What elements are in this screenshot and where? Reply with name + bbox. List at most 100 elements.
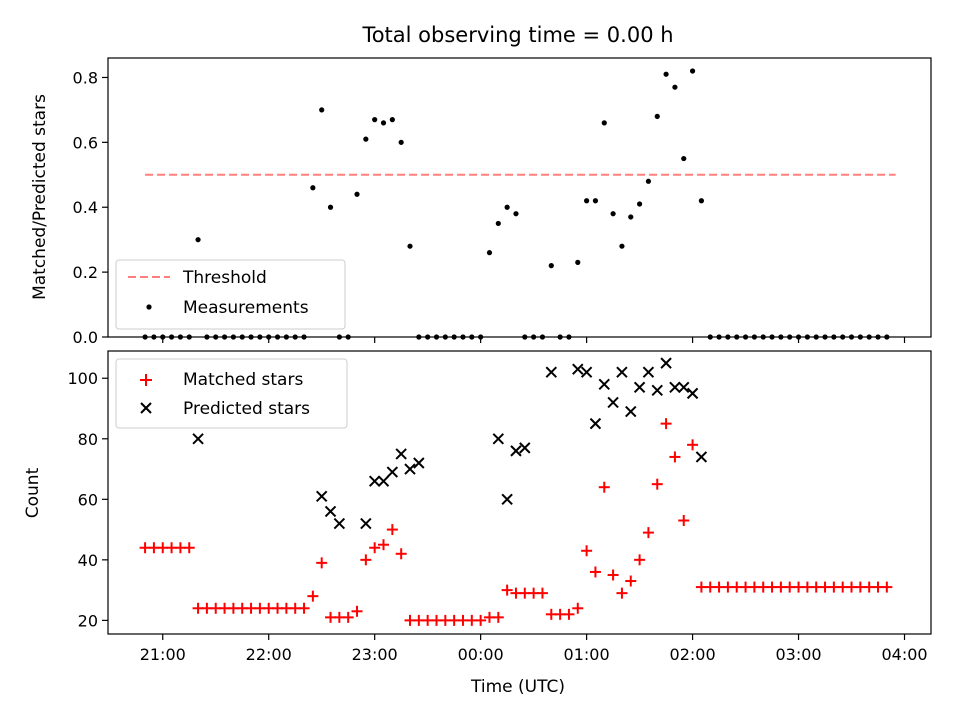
measurement-point xyxy=(592,198,599,204)
matched-star-point xyxy=(589,566,601,578)
predicted-star-point xyxy=(377,475,390,487)
matched-star-point xyxy=(678,514,690,526)
matched-star-point xyxy=(316,557,328,569)
matched-star-point xyxy=(351,605,363,617)
matched-star-point xyxy=(651,478,663,490)
ratio-panel: 0.00.20.40.60.8 Matched/Predicted stars … xyxy=(30,57,932,347)
predicted-star-point xyxy=(404,463,416,475)
matched-star-point xyxy=(598,481,610,493)
count-panel: 20 40 60 80 100 21:00 22:00 23:00 00:00 01:00 02:… xyxy=(23,350,932,697)
count-y-tick-label: 60 xyxy=(78,490,98,509)
count-legend-box xyxy=(115,358,348,429)
predicted-star-point xyxy=(492,433,505,445)
predicted-star-point xyxy=(510,445,522,457)
measurement-point xyxy=(495,220,501,227)
predicted-star-point xyxy=(642,366,655,378)
count-x-tick-label: 04:00 xyxy=(881,645,927,664)
measurement-point xyxy=(619,243,625,249)
ratio-y-tick-label: 0.6 xyxy=(73,133,98,152)
measurement-point xyxy=(584,198,590,204)
measurement-point xyxy=(575,259,581,265)
predicted-star-point xyxy=(651,384,663,397)
matched-legend-swatch xyxy=(140,374,152,386)
matched-star-point xyxy=(687,439,699,451)
measurement-point xyxy=(372,117,378,123)
ratio-y-tick-label: 0.8 xyxy=(73,68,98,87)
predicted-star-point xyxy=(386,466,399,478)
matched-star-point xyxy=(360,554,372,566)
measurement-point xyxy=(407,243,413,249)
predicted-stars-series xyxy=(192,357,708,530)
measurement-point xyxy=(645,178,652,184)
measurement-point xyxy=(195,237,201,243)
count-plot-frame xyxy=(107,350,932,635)
matched-star-point xyxy=(492,611,504,623)
measurement-point xyxy=(663,71,669,77)
count-legend: Matched stars Predicted stars xyxy=(115,358,348,429)
count-x-tick-label: 03:00 xyxy=(775,645,821,664)
predicted-star-point xyxy=(368,475,381,487)
predicted-star-point xyxy=(616,366,628,378)
predicted-star-point xyxy=(519,442,531,454)
measurement-point xyxy=(486,250,493,256)
matched-star-point xyxy=(395,548,407,560)
matched-star-point xyxy=(475,614,487,626)
predicted-star-point xyxy=(669,381,681,394)
predicted-star-point xyxy=(324,505,337,518)
predicted-star-point xyxy=(545,366,557,378)
predicted-star-point xyxy=(192,433,204,445)
measurement-point xyxy=(628,214,634,220)
measurements-legend-swatch xyxy=(146,304,152,310)
measurement-point xyxy=(636,201,643,207)
matched-star-point xyxy=(634,554,646,566)
count-y-tick-label: 40 xyxy=(78,551,98,570)
predicted-star-point xyxy=(395,448,407,460)
measurement-point xyxy=(513,211,519,217)
predicted-star-point xyxy=(598,378,610,391)
measurement-point xyxy=(504,204,510,210)
threshold-legend-label: Threshold xyxy=(182,268,267,288)
count-x-tick-label: 23:00 xyxy=(352,645,398,664)
matched-star-point xyxy=(581,545,593,557)
matched-star-point xyxy=(386,524,398,536)
measurement-point xyxy=(610,211,616,217)
matched-legend-label: Matched stars xyxy=(183,370,303,390)
ratio-y-tick-label: 0.4 xyxy=(73,198,98,217)
predicted-star-point xyxy=(413,457,425,469)
matched-star-point xyxy=(881,581,893,593)
matched-star-point xyxy=(669,451,681,463)
count-x-tick-label: 22:00 xyxy=(246,645,292,664)
matched-star-point xyxy=(298,602,310,614)
matched-star-point xyxy=(642,527,654,539)
predicted-legend-swatch xyxy=(140,402,152,414)
matched-star-point xyxy=(572,602,584,614)
count-y-label: Count xyxy=(23,467,43,518)
ratio-y-tick-label: 0.2 xyxy=(73,263,98,282)
measurement-point xyxy=(389,117,395,123)
predicted-star-point xyxy=(315,490,328,502)
ratio-legend: Threshold Measurements xyxy=(115,259,346,330)
measurements-legend-label: Measurements xyxy=(183,298,309,318)
measurement-point xyxy=(327,204,334,210)
ratio-y-ticks: 0.0 0.2 0.4 0.6 0.8 xyxy=(73,68,108,347)
count-y-tick-label: 80 xyxy=(78,430,98,449)
measurement-point xyxy=(681,155,687,162)
ratio-y-label: Matched/Predicted stars xyxy=(30,94,50,300)
count-x-tick-label: 01:00 xyxy=(564,645,610,664)
ratio-legend-box xyxy=(115,259,346,330)
matched-star-point xyxy=(616,587,628,599)
measurement-point xyxy=(319,107,325,113)
matched-star-point xyxy=(342,611,354,623)
count-y-ticks: 20 40 60 80 100 xyxy=(67,369,108,630)
count-x-label: Time (UTC) xyxy=(470,677,565,697)
matched-star-point xyxy=(607,569,619,581)
predicted-star-point xyxy=(360,517,372,530)
matched-star-point xyxy=(183,542,195,554)
predicted-star-point xyxy=(678,381,690,394)
matched-stars-series xyxy=(139,418,893,626)
predicted-star-point xyxy=(633,381,646,394)
measurement-point xyxy=(548,263,554,269)
count-x-ticks: 21:00 22:00 23:00 00:00 01:00 02:00 03:00 04:00 xyxy=(140,634,928,664)
predicted-star-point xyxy=(625,405,637,418)
